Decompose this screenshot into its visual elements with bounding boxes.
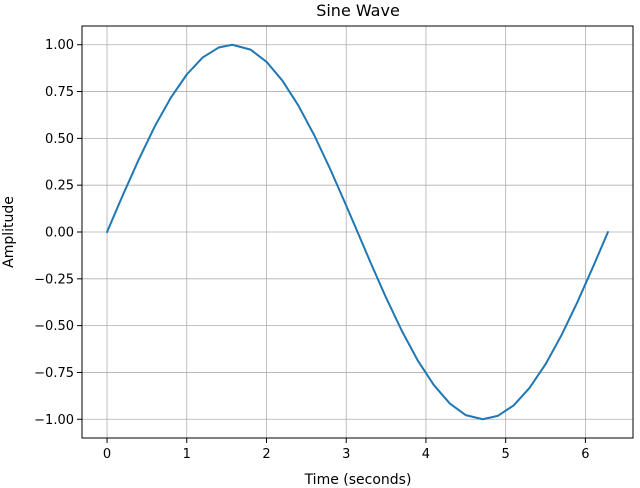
y-tick-label: −0.50 bbox=[34, 319, 74, 334]
y-axis-label: Amplitude bbox=[1, 196, 17, 268]
chart-title: Sine Wave bbox=[316, 1, 400, 20]
plot-area bbox=[106, 43, 609, 421]
y-tick-label: −0.25 bbox=[34, 272, 74, 287]
y-axis-ticks: −1.00 −0.75 −0.50 −0.25 0.00 0.25 0.50 0.75 1.00 bbox=[34, 38, 82, 428]
x-tick-label: 0 bbox=[103, 447, 111, 462]
y-tick-label: −0.75 bbox=[34, 366, 74, 381]
grid bbox=[82, 26, 633, 438]
x-tick-label: 6 bbox=[581, 447, 589, 462]
y-tick-label: 1.00 bbox=[45, 38, 74, 53]
x-axis-label: Time (seconds) bbox=[304, 472, 412, 488]
y-tick-label: 0.25 bbox=[45, 179, 74, 194]
y-tick-label: 0.75 bbox=[45, 85, 74, 100]
x-tick-label: 1 bbox=[183, 447, 191, 462]
y-tick-label: 0.50 bbox=[45, 132, 74, 147]
x-tick-label: 5 bbox=[502, 447, 510, 462]
x-tick-label: 2 bbox=[262, 447, 270, 462]
x-tick-label: 3 bbox=[342, 447, 350, 462]
x-tick-label: 4 bbox=[422, 447, 430, 462]
y-tick-label: 0.00 bbox=[45, 226, 74, 241]
series-line bbox=[106, 43, 609, 421]
x-axis-ticks: 0 1 2 3 4 5 6 bbox=[103, 438, 590, 462]
y-tick-label: −1.00 bbox=[34, 413, 74, 428]
